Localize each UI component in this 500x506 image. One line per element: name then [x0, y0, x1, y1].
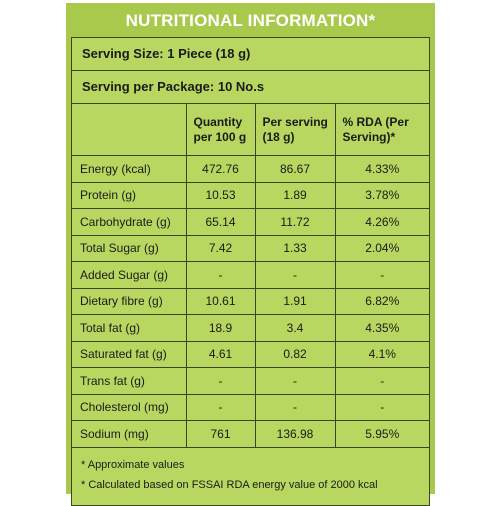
nutrient-cell: Dietary fibre (g): [72, 287, 187, 315]
footnote-rda-basis: * Calculated based on FSSAI RDA energy v…: [81, 478, 378, 491]
table-body: Energy (kcal) 472.76 86.67 4.33% Protein (g)…: [72, 155, 429, 447]
table-row: Energy (kcal) 472.76 86.67 4.33%: [72, 155, 429, 183]
per-100g-cell: 4.61: [185, 340, 256, 368]
rda-cell: 4.35%: [334, 314, 429, 342]
header-per-serving: Per serving (18 g): [254, 104, 336, 156]
header-nutrient: [72, 104, 187, 156]
rda-cell: -: [334, 393, 429, 421]
table-row: Cholesterol (mg) - - -: [72, 393, 429, 421]
serving-size: Serving Size: 1 Piece (18 g): [72, 38, 429, 71]
nutrient-cell: Trans fat (g): [72, 367, 187, 395]
per-100g-cell: 10.61: [185, 287, 256, 315]
table-row: Carbohydrate (g) 65.14 11.72 4.26%: [72, 208, 429, 236]
per-serving-cell: -: [254, 261, 336, 289]
nutrient-cell: Protein (g): [72, 181, 187, 209]
per-serving-cell: 86.67: [254, 155, 336, 183]
per-serving-cell: 1.91: [254, 287, 336, 315]
header-per-100g: Quantity per 100 g: [185, 104, 256, 156]
table-row: Added Sugar (g) - - -: [72, 261, 429, 289]
nutrition-box: Serving Size: 1 Piece (18 g) Serving per…: [71, 37, 430, 506]
nutrient-cell: Energy (kcal): [72, 155, 187, 183]
rda-cell: 2.04%: [334, 234, 429, 262]
rda-cell: 3.78%: [334, 181, 429, 209]
per-serving-cell: -: [254, 367, 336, 395]
nutrient-cell: Saturated fat (g): [72, 340, 187, 368]
per-100g-cell: -: [185, 393, 256, 421]
per-serving-cell: 0.82: [254, 340, 336, 368]
per-100g-cell: -: [185, 261, 256, 289]
per-100g-cell: 472.76: [185, 155, 256, 183]
rda-cell: 4.1%: [334, 340, 429, 368]
nutrient-cell: Carbohydrate (g): [72, 208, 187, 236]
nutrient-cell: Total fat (g): [72, 314, 187, 342]
footnote-approximate: * Approximate values: [81, 458, 185, 471]
table-row: Trans fat (g) - - -: [72, 367, 429, 395]
rda-cell: 5.95%: [334, 420, 429, 447]
per-100g-cell: 10.53: [185, 181, 256, 209]
per-100g-cell: 761: [185, 420, 256, 447]
nutrition-panel: NUTRITIONAL INFORMATION* Serving Size: 1…: [66, 3, 435, 506]
per-serving-cell: 1.33: [254, 234, 336, 262]
table-row: Total fat (g) 18.9 3.4 4.35%: [72, 314, 429, 342]
rda-cell: 4.26%: [334, 208, 429, 236]
rda-cell: -: [334, 367, 429, 395]
per-serving-cell: 11.72: [254, 208, 336, 236]
footnotes: * Approximate values * Calculated based …: [72, 446, 429, 505]
table-row: Sodium (mg) 761 136.98 5.95%: [72, 420, 429, 447]
table-header-row: Quantity per 100 g Per serving (18 g) % …: [72, 104, 429, 156]
per-serving-cell: 136.98: [254, 420, 336, 447]
panel-title: NUTRITIONAL INFORMATION*: [125, 11, 376, 30]
per-100g-cell: 18.9: [185, 314, 256, 342]
header-rda: % RDA (Per Serving)*: [334, 104, 429, 156]
rda-cell: 4.33%: [334, 155, 429, 183]
rda-cell: -: [334, 261, 429, 289]
table-row: Total Sugar (g) 7.42 1.33 2.04%: [72, 234, 429, 262]
nutrient-cell: Sodium (mg): [72, 420, 187, 447]
serving-per-package: Serving per Package: 10 No.s: [72, 71, 429, 104]
nutrient-cell: Cholesterol (mg): [72, 393, 187, 421]
table-row: Dietary fibre (g) 10.61 1.91 6.82%: [72, 287, 429, 315]
per-serving-cell: 3.4: [254, 314, 336, 342]
rda-cell: 6.82%: [334, 287, 429, 315]
per-serving-cell: -: [254, 393, 336, 421]
per-100g-cell: -: [185, 367, 256, 395]
table-row: Protein (g) 10.53 1.89 3.78%: [72, 181, 429, 209]
nutrient-cell: Total Sugar (g): [72, 234, 187, 262]
per-100g-cell: 65.14: [185, 208, 256, 236]
per-serving-cell: 1.89: [254, 181, 336, 209]
nutrient-cell: Added Sugar (g): [72, 261, 187, 289]
table-row: Saturated fat (g) 4.61 0.82 4.1%: [72, 340, 429, 368]
per-100g-cell: 7.42: [185, 234, 256, 262]
nutrition-table: Quantity per 100 g Per serving (18 g) % …: [72, 104, 429, 447]
